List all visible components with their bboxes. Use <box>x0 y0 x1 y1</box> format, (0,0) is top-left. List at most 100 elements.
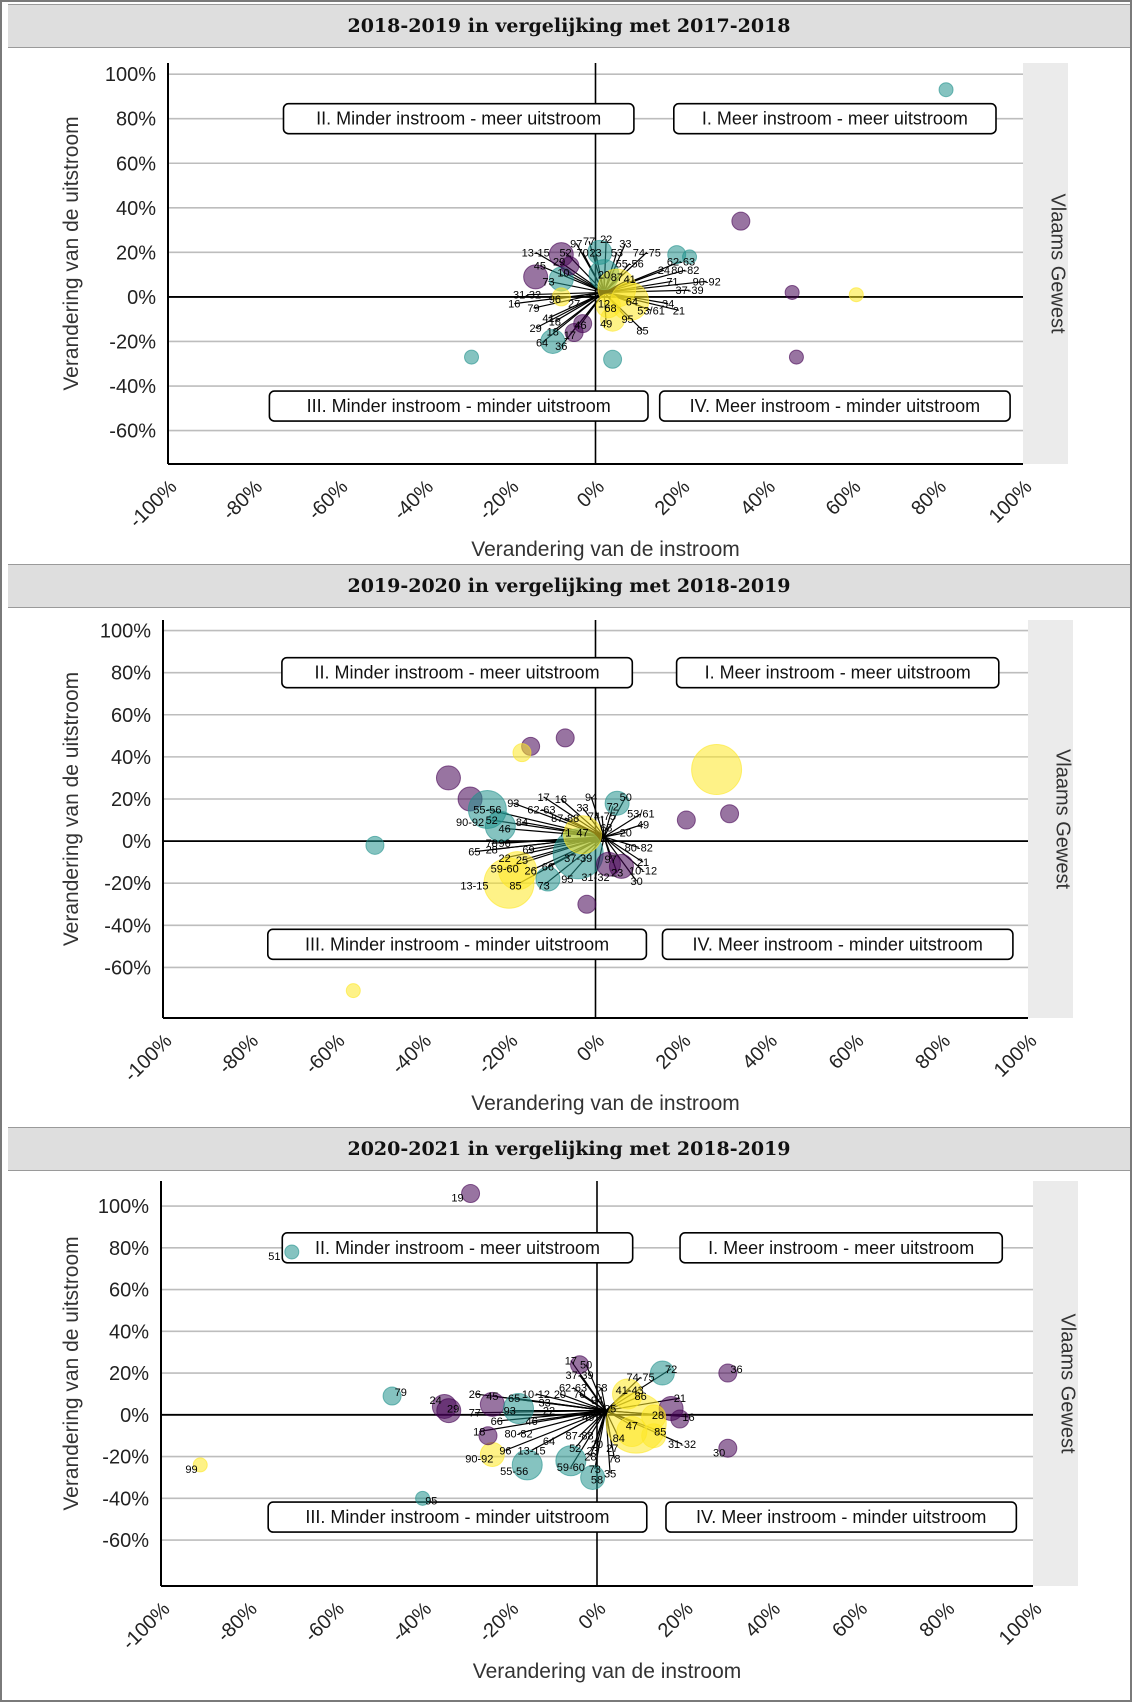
y-tick-label: -60% <box>109 421 156 443</box>
point-label: 24 <box>430 1395 442 1407</box>
x-tick-label: 80% <box>915 1598 959 1642</box>
point-label: 78 <box>486 838 498 850</box>
facet-strip <box>1028 620 1073 1018</box>
point-label: 20 <box>620 828 632 840</box>
quadrant-text: IV. Meer instroom - minder uitstroom <box>690 396 980 416</box>
x-tick-label: -40% <box>387 1030 436 1079</box>
point-label: 50 <box>620 792 632 804</box>
point-label: 51 <box>268 1251 280 1263</box>
y-tick-label: 0% <box>122 831 151 853</box>
point-label: 45 <box>534 261 546 273</box>
quadrant-label-q3: III. Minder instroom - minder uitstroom <box>267 1501 648 1533</box>
facet-strip <box>1023 63 1068 464</box>
data-point-79 <box>382 1386 402 1406</box>
point-label: 33 <box>539 1397 551 1409</box>
data-point-46 <box>484 810 516 842</box>
panel-title-1: 2018-2019 in vergelijking met 2017-2018 <box>8 4 1130 48</box>
quadrant-text: II. Minder instroom - meer uitstroom <box>316 109 601 129</box>
point-label: 20 <box>598 270 610 282</box>
quadrant-label-q2: II. Minder instroom - meer uitstroom <box>281 1232 634 1264</box>
data-point-36 <box>718 1363 738 1383</box>
point-label: 49 <box>582 1412 594 1424</box>
point-label: 25 <box>516 855 528 867</box>
data-point-30 <box>718 1438 738 1458</box>
point-label: 68 <box>600 822 612 834</box>
point-label: 80-82 <box>671 265 699 277</box>
point-label: 74-75 <box>627 1372 655 1384</box>
quadrant-label-q4: IV. Meer instroom - minder uitstroom <box>665 1501 1018 1533</box>
data-point-73 <box>535 866 561 892</box>
point-label: 33 <box>576 802 588 814</box>
data-point-19 <box>784 284 800 300</box>
x-tick-label: 100% <box>990 1030 1042 1082</box>
point-label: 55-56 <box>616 259 644 271</box>
x-tick-label: 40% <box>741 1598 785 1642</box>
point-label: 30 <box>630 876 642 888</box>
point-label: 30 <box>713 1447 725 1459</box>
data-point-47 <box>597 268 637 308</box>
point-label: 80-82 <box>504 1429 532 1441</box>
quadrant-box <box>267 1501 648 1533</box>
point-label: 22 <box>543 1406 555 1418</box>
data-point-30 <box>788 349 804 365</box>
data-point-51 <box>365 835 385 855</box>
point-label: 66 <box>542 861 554 873</box>
point-label: 29 <box>530 323 542 335</box>
data-point-65 <box>603 349 623 369</box>
point-label: 46 <box>574 320 586 332</box>
y-tick-label: 40% <box>111 747 151 769</box>
quadrant-text: III. Minder instroom - minder uitstroom <box>305 934 609 954</box>
point-label: 53/61 <box>627 809 655 821</box>
point-label: 31-32 <box>513 290 541 302</box>
point-label: 59-60 <box>491 863 519 875</box>
point-label: 45 <box>486 1391 498 1403</box>
x-tick-label: 100% <box>995 1598 1047 1650</box>
point-label: 90-92 <box>456 817 484 829</box>
leader-line <box>579 1410 607 1437</box>
point-label: 93 <box>504 1406 516 1418</box>
data-point-17 <box>570 1355 590 1375</box>
point-label: 33 <box>619 238 631 250</box>
data-point-35 <box>577 894 597 914</box>
point-label: 87-88 <box>551 813 579 825</box>
x-tick-label: -20% <box>474 1030 523 1079</box>
quadrant-label-q2: II. Minder instroom - meer uitstroom <box>282 102 635 135</box>
point-label: 34 <box>662 299 674 311</box>
quadrant-text: I. Meer instroom - meer uitstroom <box>705 663 971 683</box>
point-label: 80-82 <box>625 842 653 854</box>
quadrant-box <box>672 102 997 135</box>
data-point-59-60 <box>555 1445 587 1477</box>
x-tick-label: 20% <box>654 1598 698 1642</box>
y-tick-label: -20% <box>104 873 151 895</box>
x-tick-label: 0% <box>573 476 609 512</box>
point-label: 74-75 <box>588 811 616 823</box>
x-tick-label: -40% <box>388 1598 437 1647</box>
quadrant-box <box>268 390 649 422</box>
point-label: 10 <box>557 267 569 279</box>
leader-line <box>604 832 626 838</box>
data-point-95 <box>415 1490 431 1506</box>
leader-line <box>579 1393 607 1412</box>
point-label: 37-39 <box>675 285 703 297</box>
leader-line <box>531 1410 607 1451</box>
data-point-86 <box>691 744 743 796</box>
point-label: 86 <box>634 1391 646 1403</box>
leader-line <box>574 1410 607 1449</box>
point-label: 17 <box>564 330 576 342</box>
point-label: 29 <box>447 1404 459 1416</box>
y-tick-label: 100% <box>105 64 156 86</box>
point-label: 26 <box>469 1389 481 1401</box>
panel-title-3: 2020-2021 in vergelijking met 2018-2019 <box>8 1127 1130 1171</box>
point-label: 46 <box>499 823 511 835</box>
point-label: 10-12 <box>522 1389 550 1401</box>
point-label: 72 <box>665 1364 677 1376</box>
data-point-19 <box>461 1184 481 1204</box>
x-tick-label: -100% <box>120 1030 177 1087</box>
facet-strip <box>1033 1181 1078 1586</box>
x-tick-label: 100% <box>985 476 1037 528</box>
point-label: 85 <box>636 325 648 337</box>
point-label: 69 <box>522 845 534 857</box>
point-label: 31-32 <box>581 872 609 884</box>
data-point-58 <box>464 349 480 365</box>
y-tick-label: -60% <box>102 1530 149 1552</box>
